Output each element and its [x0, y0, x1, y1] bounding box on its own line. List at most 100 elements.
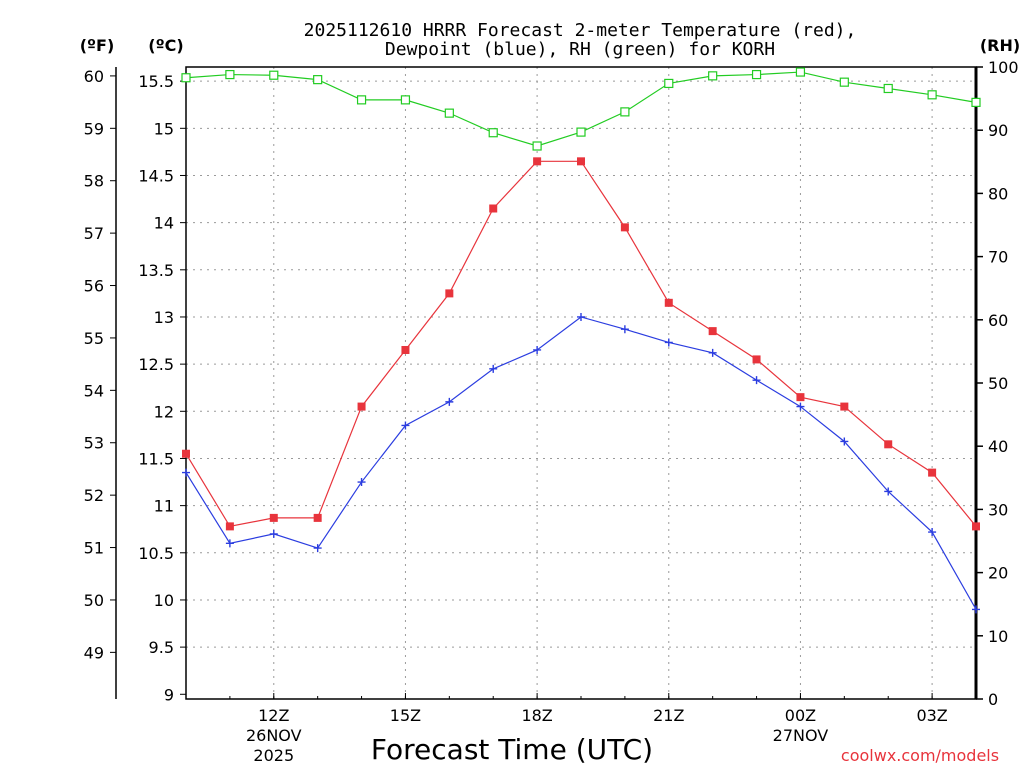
- rh-point: [620, 107, 630, 117]
- rh-tick-label: 80: [988, 184, 1008, 203]
- dewpoint-point: [840, 437, 849, 446]
- rh-point: [883, 83, 893, 94]
- rh-point: [708, 71, 718, 81]
- rh-tick-label: 70: [988, 248, 1008, 267]
- fahrenheit-tick-label: 56: [84, 277, 104, 296]
- temperature-point: [664, 298, 673, 307]
- fahrenheit-tick-label: 52: [84, 486, 104, 505]
- watermark: coolwx.com/models: [841, 746, 999, 765]
- temperature-point: [796, 393, 805, 402]
- rh-point: [488, 128, 498, 138]
- temperature-point: [577, 157, 585, 166]
- rh-tick-label: 20: [988, 564, 1008, 583]
- dewpoint-line: [185, 316, 977, 610]
- rh-point: [664, 78, 674, 89]
- time-tick-label: 00Z: [785, 706, 816, 725]
- series-dewpoint: [182, 312, 980, 614]
- dewpoint-point: [225, 539, 234, 548]
- celsius-tick-label: 9.5: [149, 638, 174, 657]
- dewpoint-point: [269, 529, 278, 538]
- dewpoint-point: [796, 402, 805, 411]
- dewpoint-point: [489, 364, 498, 373]
- temperature-point: [752, 355, 761, 364]
- dewpoint-point: [533, 345, 542, 354]
- dewpoint-point: [357, 478, 366, 487]
- rh-tick-label: 30: [988, 500, 1008, 519]
- dewpoint-point: [620, 325, 629, 334]
- fahrenheit-unit-label: (ºF): [80, 36, 115, 55]
- dewpoint-point: [708, 348, 717, 357]
- fahrenheit-axis: 49 50 51 52 53 54 55 56 57 58 59 60: [84, 67, 116, 662]
- dewpoint-point: [884, 487, 893, 496]
- fahrenheit-tick-label: 50: [84, 591, 104, 610]
- temperature-point: [620, 223, 629, 232]
- fahrenheit-tick-label: 54: [84, 381, 104, 400]
- fahrenheit-tick-label: 59: [84, 119, 104, 138]
- celsius-tick-label: 10.5: [138, 544, 174, 563]
- rh-point: [400, 95, 411, 105]
- celsius-tick-label: 15: [154, 119, 174, 138]
- celsius-tick-label: 13.5: [138, 261, 174, 280]
- temperature-point: [269, 513, 278, 522]
- temperature-line: [185, 160, 977, 528]
- temperature-point: [445, 289, 454, 298]
- temperature-point: [928, 468, 937, 477]
- temperature-point: [225, 522, 234, 531]
- dewpoint-point: [401, 421, 410, 430]
- temperature-point: [313, 513, 322, 522]
- dewpoint-point: [664, 338, 673, 347]
- temperature-point: [182, 449, 190, 458]
- dewpoint-point: [313, 544, 322, 553]
- rh-point: [356, 95, 367, 105]
- temperature-point: [884, 440, 893, 449]
- dewpoint-point: [445, 397, 454, 406]
- rh-tick-label: 100: [988, 58, 1019, 77]
- time-tick-label: 15Z: [390, 706, 421, 725]
- rh-point: [313, 75, 323, 85]
- series-temperature: [182, 157, 980, 531]
- rh-tick-label: 40: [988, 437, 1008, 456]
- rh-point: [795, 67, 806, 77]
- rh-point: [971, 97, 981, 107]
- fahrenheit-tick-label: 58: [84, 172, 104, 191]
- dewpoint-point: [182, 468, 190, 477]
- chart-title-line2: Dewpoint (blue), RH (green) for KORH: [385, 39, 775, 60]
- temperature-point: [401, 345, 410, 354]
- rh-unit-label: (RH): [980, 36, 1020, 55]
- rh-tick-label: 90: [988, 121, 1008, 140]
- fahrenheit-tick-label: 53: [84, 434, 104, 453]
- fahrenheit-tick-label: 51: [84, 539, 104, 558]
- celsius-tick-label: 14: [154, 214, 174, 233]
- rh-point: [927, 90, 937, 100]
- rh-point: [444, 108, 454, 118]
- fahrenheit-tick-label: 57: [84, 224, 104, 243]
- celsius-tick-label: 9: [164, 685, 174, 704]
- celsius-unit-label: (ºC): [148, 36, 183, 55]
- rh-point: [751, 69, 762, 80]
- temperature-point: [840, 402, 849, 411]
- series-rh: [181, 67, 981, 151]
- time-tick-date: 26NOV: [246, 726, 302, 745]
- rh-point: [576, 127, 586, 137]
- celsius-tick-label: 13: [154, 308, 174, 327]
- rh-point: [839, 77, 849, 87]
- time-tick-label: 21Z: [653, 706, 684, 725]
- time-tick-date: 27NOV: [773, 726, 829, 745]
- x-axis-title: Forecast Time (UTC): [371, 733, 653, 766]
- time-tick-year: 2025: [253, 746, 294, 765]
- rh-tick-label: 50: [988, 374, 1008, 393]
- chart-title-line1: 2025112610 HRRR Forecast 2-meter Tempera…: [304, 20, 857, 41]
- rh-point: [225, 69, 235, 80]
- celsius-tick-label: 14.5: [138, 166, 174, 185]
- rh-tick-label: 60: [988, 311, 1008, 330]
- temperature-point: [533, 157, 542, 166]
- temperature-point: [357, 402, 366, 411]
- time-tick-label: 12Z: [258, 706, 289, 725]
- celsius-tick-label: 11: [154, 497, 174, 516]
- temperature-point: [972, 522, 980, 531]
- time-tick-label: 03Z: [916, 706, 947, 725]
- rh-axis: 0 10 20 30 40 50 60 70 80 90 100: [976, 58, 1019, 709]
- temperature-point: [489, 204, 498, 213]
